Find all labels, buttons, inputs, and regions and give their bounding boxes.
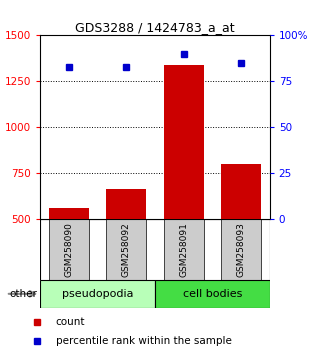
Text: GSM258090: GSM258090 [64,222,73,277]
Text: pseudopodia: pseudopodia [62,289,133,299]
Text: GSM258092: GSM258092 [122,222,131,277]
Bar [164,65,204,219]
Bar [221,164,261,219]
Text: count: count [56,318,85,327]
Bar [106,219,146,280]
Bar [40,280,155,308]
Text: cell bodies: cell bodies [183,289,242,299]
Text: GSM258091: GSM258091 [179,222,188,277]
Text: percentile rank within the sample: percentile rank within the sample [56,336,232,346]
Bar [155,280,270,308]
Bar [106,189,146,219]
Title: GDS3288 / 1424783_a_at: GDS3288 / 1424783_a_at [75,21,235,34]
Bar [49,219,89,280]
Text: other: other [9,289,37,299]
Text: GSM258093: GSM258093 [237,222,246,277]
Bar [49,209,89,219]
Bar [164,219,204,280]
Bar [221,219,261,280]
